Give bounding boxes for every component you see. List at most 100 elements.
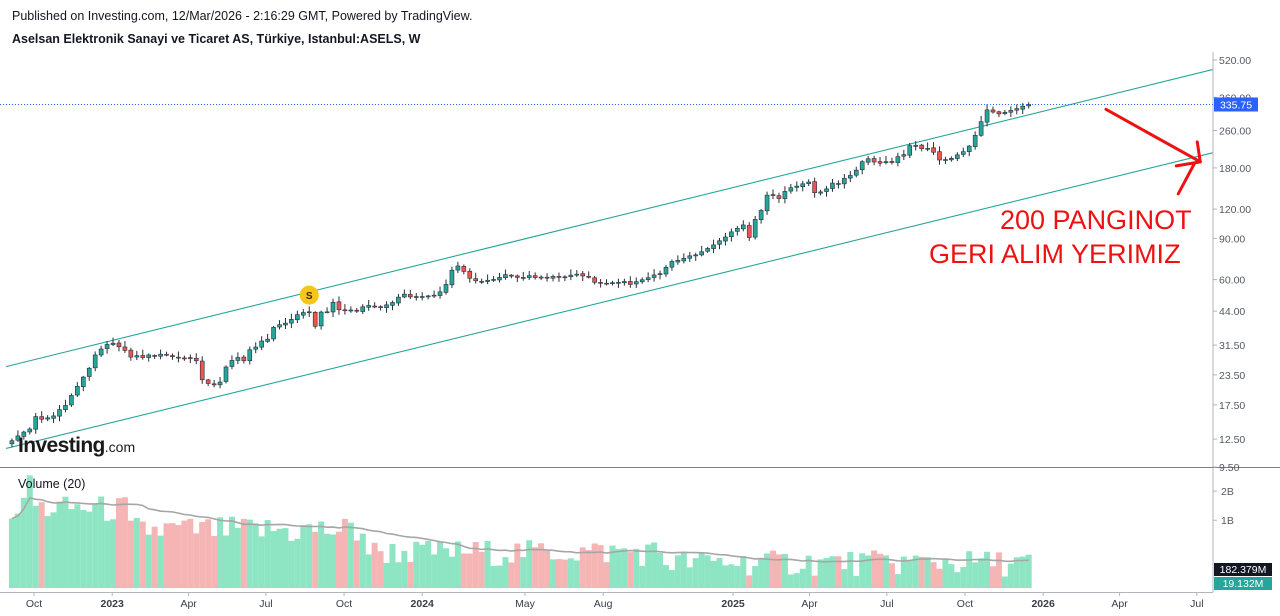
volume-bar bbox=[389, 544, 396, 588]
candle-body bbox=[818, 191, 823, 194]
volume-bar bbox=[520, 557, 527, 588]
volume-bar bbox=[567, 558, 574, 588]
candle-body bbox=[610, 282, 615, 284]
volume-bar bbox=[413, 541, 420, 588]
volume-bar bbox=[1019, 556, 1026, 588]
candle-body bbox=[354, 309, 360, 312]
volume-bar bbox=[276, 528, 283, 588]
candle-body bbox=[836, 183, 841, 185]
volume-bar bbox=[222, 535, 229, 588]
volume-bar bbox=[8, 518, 15, 588]
volume-bar bbox=[163, 523, 170, 588]
volume-bar bbox=[74, 504, 81, 588]
price-tick-label: 520.00 bbox=[1219, 55, 1251, 67]
candle-body bbox=[633, 281, 639, 285]
candle-body bbox=[199, 360, 205, 381]
volume-bar bbox=[710, 560, 717, 588]
volume-bar bbox=[799, 568, 806, 588]
volume-bar bbox=[294, 538, 301, 588]
volume-bar bbox=[193, 533, 200, 588]
candle-body bbox=[735, 228, 740, 232]
volume-bar bbox=[383, 563, 390, 588]
candle-body bbox=[229, 360, 235, 367]
candle-body bbox=[883, 161, 889, 163]
candle-body bbox=[443, 284, 449, 293]
candle-body bbox=[574, 273, 580, 276]
volume-bar bbox=[341, 518, 348, 588]
candle-body bbox=[824, 188, 829, 192]
price-tick-label: 60.00 bbox=[1219, 275, 1245, 287]
volume-bar bbox=[651, 542, 658, 588]
candle-body bbox=[485, 279, 490, 282]
candle-body bbox=[265, 338, 270, 342]
candle-body bbox=[259, 340, 264, 348]
volume-bar bbox=[787, 574, 794, 588]
candle-body bbox=[960, 151, 966, 155]
candle-body bbox=[770, 194, 776, 196]
volume-bar bbox=[645, 544, 652, 588]
candle-body bbox=[681, 257, 687, 262]
candle-body bbox=[651, 274, 657, 278]
volume-bar bbox=[734, 565, 741, 588]
volume-title: Volume (20) bbox=[18, 477, 86, 491]
volume-bar bbox=[639, 565, 646, 588]
volume-bar bbox=[472, 542, 479, 588]
volume-bar bbox=[924, 557, 931, 588]
candle-body bbox=[509, 274, 514, 277]
volume-bar bbox=[306, 524, 313, 588]
volume-bar bbox=[972, 562, 979, 588]
time-tick-label: Aug bbox=[594, 598, 613, 610]
candle-body bbox=[449, 269, 455, 286]
candle-body bbox=[972, 135, 978, 147]
candle-body bbox=[39, 416, 44, 420]
volume-bar bbox=[104, 520, 111, 588]
volume-bar bbox=[627, 552, 634, 588]
time-tick-label: Apr bbox=[180, 598, 197, 610]
volume-ma-line bbox=[11, 496, 1029, 563]
volume-bar bbox=[199, 522, 206, 588]
candle-body bbox=[295, 314, 300, 321]
candle-body bbox=[455, 265, 461, 271]
volume-bar bbox=[151, 526, 158, 588]
candle-body bbox=[188, 357, 193, 359]
volume-bar bbox=[900, 556, 907, 588]
candle-body bbox=[782, 191, 788, 199]
candle-body bbox=[289, 319, 294, 324]
volume-bar bbox=[324, 533, 331, 588]
candle-body bbox=[1026, 104, 1031, 107]
volume-bar bbox=[246, 519, 253, 588]
candle-body bbox=[1002, 111, 1008, 114]
time-tick-label: Oct bbox=[26, 598, 42, 610]
candle-body bbox=[955, 154, 960, 159]
candle-body bbox=[330, 301, 336, 313]
volume-bar bbox=[865, 555, 872, 588]
candle-body bbox=[461, 266, 467, 272]
candle-body bbox=[598, 282, 603, 284]
volume-bar bbox=[330, 534, 337, 588]
volume-tick-label: 2B bbox=[1221, 486, 1234, 498]
candle-body bbox=[122, 346, 128, 351]
candle-body bbox=[170, 355, 175, 358]
time-tick-label: Jul bbox=[1190, 598, 1203, 610]
candle-body bbox=[889, 161, 895, 163]
candle-body bbox=[378, 306, 383, 308]
volume-bar bbox=[252, 523, 259, 588]
volume-bar bbox=[127, 520, 134, 588]
candle-body bbox=[645, 277, 651, 280]
volume-bar bbox=[217, 517, 224, 588]
candle-body bbox=[27, 428, 33, 433]
volume-bar bbox=[1013, 557, 1020, 588]
candle-body bbox=[544, 276, 550, 279]
volume-bar bbox=[442, 548, 449, 588]
volume-bar bbox=[829, 556, 836, 588]
candle-body bbox=[526, 275, 532, 278]
volume-bar bbox=[454, 541, 461, 588]
last-price-badge bbox=[1214, 97, 1258, 112]
volume-bar bbox=[157, 535, 164, 588]
candle-body bbox=[324, 311, 330, 314]
time-tick-label: May bbox=[515, 598, 536, 610]
volume-bar bbox=[930, 562, 937, 588]
candle-body bbox=[943, 159, 948, 161]
volume-bar bbox=[431, 554, 438, 588]
